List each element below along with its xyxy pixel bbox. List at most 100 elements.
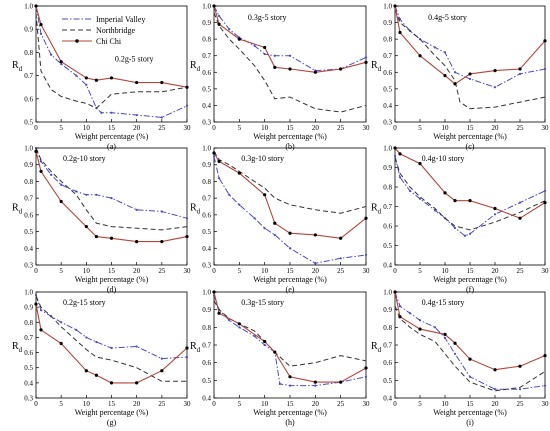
imperial-valley-point [39,309,43,312]
y-axis-label: Rd [12,203,23,216]
y-tick-label: 1.0 [202,289,211,297]
x-tick-label: 30 [363,267,371,275]
y-tick-label: 0.6 [383,69,392,77]
chi-chi-point [109,236,114,240]
y-tick-label: 0.8 [24,319,33,327]
x-tick-label: 25 [158,267,166,275]
x-tick-label: 10 [442,400,450,408]
chi-chi-point [160,240,164,244]
chart-panel-6: 0.4 0.5 0.6 0.7 0.8 0.9 1.0 0 5 10 15 20 25 30 Rd Weigh… [371,145,549,295]
y-tick-label: 0.4 [202,395,211,403]
chi-chi-point [493,69,497,73]
imperial-valley-point [160,116,163,119]
chi-chi-point [339,380,343,384]
chart-panel-4: 0.3 0.4 0.5 0.6 0.7 0.8 0.9 1.0 0 5 10 15 20 25 30 Rd We… [12,145,191,295]
imperial-valley-point [160,210,163,213]
x-tick-label: 5 [418,124,422,132]
y-tick-label: 0.6 [24,95,33,103]
imperial-valley-point [39,32,43,35]
x-tick-label: 15 [108,400,116,408]
y-tick-label: 0.4 [24,245,33,253]
plot-frame [394,291,546,399]
y-tick-label: 1.0 [383,145,392,153]
y-tick-label: 0.5 [24,228,33,236]
chi-chi-point [288,67,292,71]
imperial-valley-point [314,384,317,387]
y-tick-label: 0.5 [202,85,211,93]
y-axis-label-subscript: d [378,208,382,216]
x-tick-label: 20 [133,124,141,132]
y-tick-label: 0.3 [24,395,33,403]
panel-label: (f) [466,285,474,294]
series-line-northbridge [213,300,367,367]
chi-chi-point [160,369,164,373]
y-tick-label: 0.9 [24,26,33,34]
imperial-valley-point [408,312,412,315]
chi-chi-point [398,315,402,319]
chi-chi-point [212,290,216,294]
x-tick-label: 0 [393,124,397,132]
imperial-valley-point [433,209,437,212]
chi-chi-point [135,381,139,385]
imperial-valley-point [253,335,256,338]
imperial-valley-point [543,67,547,71]
y-tick-label: 0.7 [383,203,392,211]
plot-frame [394,5,546,123]
chi-chi-point [418,54,422,58]
imperial-valley-point [433,326,437,329]
y-tick-label: 0.3 [383,119,392,127]
plot-frame [213,5,367,123]
y-tick-label: 0.4 [202,102,211,110]
imperial-valley-point [60,183,63,186]
y-tick-label: 0.9 [383,19,392,27]
series-line-chi-chi [35,151,188,243]
imperial-valley-point [463,234,467,237]
chi-chi-point [364,60,368,64]
chi-chi-point [493,368,497,372]
imperial-valley-point [50,173,53,176]
imperial-valley-point [75,328,78,331]
imperial-valley-point [185,356,189,359]
y-tick-label: 0.9 [202,19,211,27]
chi-chi-point [313,380,317,384]
imperial-valley-point [453,352,457,355]
chi-chi-point [364,216,368,220]
imperial-valley-point [393,154,397,157]
x-axis-title: Weight percentage (%) [433,275,507,284]
chi-chi-point [518,216,522,220]
x-axis-title: Weight percentage (%) [253,408,327,417]
chi-chi-point [237,171,241,175]
chi-chi-point [34,149,38,153]
y-tick-label: 1.0 [24,145,33,153]
chi-chi-point [185,85,189,89]
series-line-northbridge [394,9,546,110]
imperial-valley-point [263,343,266,347]
x-tick-label: 0 [34,267,38,275]
chi-chi-point [543,201,547,205]
imperial-valley-point [493,388,497,391]
panel-title: 0.2g-15 story [63,298,106,307]
panel-title: 0.2g-5 story [115,55,154,64]
x-axis-title: Weight percentage (%) [253,275,327,284]
imperial-valley-point [110,197,113,200]
x-tick-label: 0 [212,400,216,408]
imperial-valley-point [493,86,497,89]
y-axis-label: Rd [12,341,23,354]
chi-chi-point [339,67,343,71]
x-tick-label: 0 [212,124,216,132]
y-tick-label: 0.7 [24,72,33,80]
chart-panel-9: 0.4 0.5 0.6 0.7 0.8 0.9 1.0 0 5 10 15 20 25 30 Rd Weigh… [371,289,549,428]
imperial-valley-point [85,83,88,86]
chi-chi-point [468,72,472,76]
chi-chi-point [217,159,221,163]
y-axis-label-subscript: d [19,65,23,73]
chi-chi-point [185,346,189,350]
y-tick-label: 0.8 [24,178,33,186]
panel-label: (c) [466,142,475,151]
panel-label: (a) [107,142,116,151]
imperial-valley-point [273,233,276,237]
y-tick-label: 0.3 [24,262,33,270]
chi-chi-point [393,4,397,8]
chi-chi-point [468,199,472,203]
chi-chi-point [453,82,457,86]
